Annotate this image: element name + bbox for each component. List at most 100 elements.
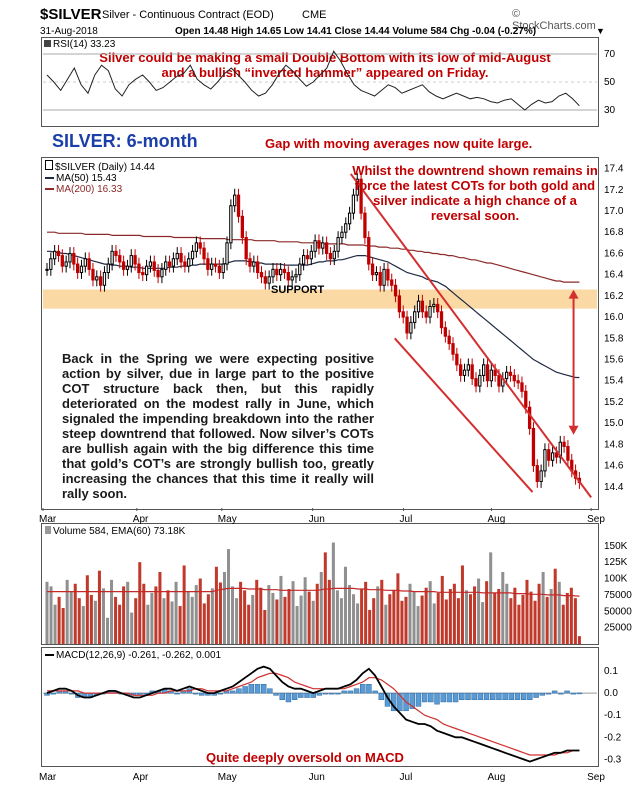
candle-body xyxy=(305,255,310,260)
macd-tick-label: -0.3 xyxy=(604,754,622,765)
candle-body xyxy=(175,252,179,260)
macd-histogram-bar xyxy=(551,690,558,694)
candle-body xyxy=(386,268,390,281)
volume-legend: Volume 584, EMA(60) 73.18K xyxy=(45,526,185,537)
symbol: $SILVER xyxy=(40,6,102,23)
price-tick-label: 16.0 xyxy=(604,312,624,323)
volume-bar xyxy=(428,581,432,644)
macd-histogram-bar xyxy=(558,692,564,695)
macd-x-tick-label: Aug xyxy=(487,772,505,783)
candle-body xyxy=(53,250,57,260)
price-legend-ma50-text: MA(50) 15.43 xyxy=(56,173,117,184)
volume-bar xyxy=(206,594,210,644)
macd-histogram-bar xyxy=(260,684,267,694)
macd-x-tick-label: Jul xyxy=(400,772,413,783)
candle-body xyxy=(550,452,555,461)
candle-body xyxy=(233,194,237,207)
candle-body xyxy=(531,427,536,467)
macd-histogram-bar xyxy=(576,692,583,695)
candle-body xyxy=(432,303,436,307)
candle-body xyxy=(351,194,356,214)
brand-label: © StockCharts.com xyxy=(512,8,596,32)
chart-header: $SILVER Silver - Continuous Contract (EO… xyxy=(40,6,605,40)
candle-body xyxy=(527,406,532,429)
candle-body xyxy=(493,369,497,376)
candle-body xyxy=(485,364,490,382)
macd-histogram-bar xyxy=(564,690,570,694)
volume-bar xyxy=(360,589,364,644)
macd-histogram-bar xyxy=(378,692,385,700)
volume-legend-text: Volume 584, EMA(60) 73.18K xyxy=(53,526,186,537)
candle-body xyxy=(370,263,375,276)
candle-body xyxy=(179,252,183,263)
volume-bar xyxy=(150,592,154,644)
volume-bar xyxy=(372,598,376,644)
candle-body xyxy=(263,276,267,284)
candle-body xyxy=(60,255,64,267)
candle-body xyxy=(324,242,329,254)
instrument-name: Silver - Continuous Contract (EOD) xyxy=(102,9,274,21)
x-tick-label: Jun xyxy=(309,514,325,525)
price-legend-ma50: MA(50) 15.43 xyxy=(45,173,155,184)
candle-body xyxy=(259,272,264,278)
macd-x-tick-label: Apr xyxy=(133,772,149,783)
macd-histogram-bar xyxy=(446,692,453,703)
volume-bar xyxy=(226,549,231,644)
rsi-legend: RSI(14) 33.23 xyxy=(44,39,115,50)
candle-body xyxy=(321,242,325,249)
candle-body xyxy=(359,178,363,214)
candle-body xyxy=(363,212,367,239)
candle-body xyxy=(401,311,405,318)
ma50-line xyxy=(47,250,580,379)
volume-bar xyxy=(287,589,291,644)
volume-bar xyxy=(190,596,194,644)
candle-body xyxy=(267,276,271,284)
volume-bar xyxy=(231,586,235,644)
candle-body xyxy=(286,272,290,281)
volume-tick-label: 150K xyxy=(604,541,628,552)
macd-histogram-bar xyxy=(254,684,261,694)
candle-body xyxy=(436,303,440,313)
volume-bar xyxy=(493,592,497,644)
macd-histogram-bar xyxy=(329,692,335,695)
volume-bar xyxy=(162,598,166,644)
candle-body xyxy=(332,250,336,260)
candle-body xyxy=(374,272,379,276)
volume-bar xyxy=(170,601,174,644)
candle-body xyxy=(190,250,195,260)
volume-bar xyxy=(85,575,89,644)
volume-bar xyxy=(263,609,267,644)
candle-body xyxy=(213,263,218,267)
candle-body xyxy=(451,343,455,355)
volume-bar xyxy=(440,575,444,644)
x-tick-label: Sep xyxy=(587,514,605,525)
volume-bar xyxy=(122,586,126,644)
candle-body xyxy=(137,263,141,274)
candle-body xyxy=(328,252,333,260)
x-tick-label: Jul xyxy=(400,514,413,525)
macd-histogram-bar xyxy=(199,692,205,696)
candle-body xyxy=(447,335,451,345)
volume-bar xyxy=(57,596,61,644)
dropdown-arrow-icon[interactable]: ▼ xyxy=(596,26,605,36)
candle-body xyxy=(240,215,244,239)
candle-body xyxy=(554,452,559,458)
candle-body xyxy=(64,261,68,267)
macd-x-tick-label: Sep xyxy=(587,772,605,783)
volume-bar xyxy=(356,603,360,644)
price-legend: $SILVER (Daily) 14.44 MA(50) 15.43 MA(20… xyxy=(45,160,155,195)
candle-body xyxy=(106,263,110,274)
candle-body xyxy=(210,263,214,270)
volume-bar xyxy=(61,608,65,644)
chart-title: SILVER: 6-month xyxy=(52,131,198,151)
volume-bar xyxy=(513,587,517,644)
macd-histogram-bar xyxy=(174,692,180,695)
candle-body xyxy=(470,364,474,380)
volume-bar xyxy=(489,552,493,644)
volume-bar xyxy=(239,581,243,644)
gap-arrow-head-up-icon xyxy=(568,289,579,299)
price-tick-label: 16.4 xyxy=(604,270,624,281)
macd-histogram-bar xyxy=(372,690,378,694)
macd-histogram-bar xyxy=(502,692,508,700)
candle-body xyxy=(217,265,222,274)
